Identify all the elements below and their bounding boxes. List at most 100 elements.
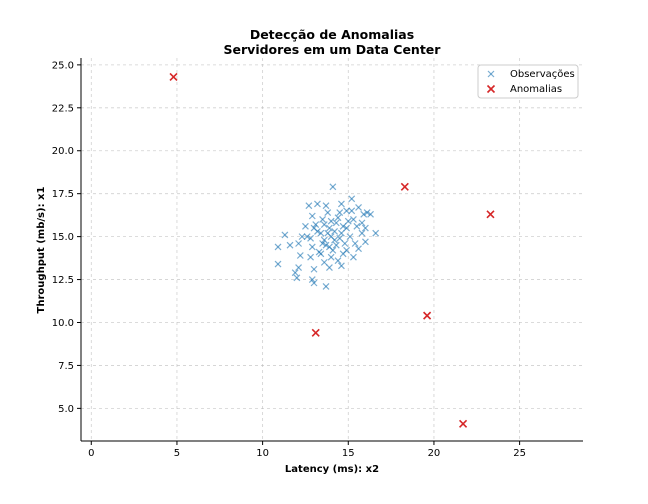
y-tick-label: 25.0 (52, 60, 74, 71)
observation-point (337, 200, 345, 208)
observation-point (310, 265, 318, 273)
observation-point (343, 224, 350, 232)
x-tick-label: 25 (513, 448, 526, 459)
y-tick-label: 17.5 (52, 189, 74, 200)
x-tick-label: 15 (342, 448, 355, 459)
observation-point (363, 209, 371, 216)
observation-point (355, 203, 362, 211)
observation-point (326, 264, 333, 271)
legend: Observações Anomalias (477, 64, 579, 99)
observation-point (307, 234, 315, 242)
y-tick-label: 15.0 (52, 232, 74, 243)
observation-point (307, 253, 315, 261)
axes (80, 58, 583, 442)
x-tick-label: 0 (88, 448, 94, 459)
observation-point (334, 257, 342, 265)
observation-point (337, 229, 345, 237)
observation-point (319, 216, 327, 223)
observation-point (320, 221, 328, 229)
anomaly-point (311, 328, 320, 337)
legend-box (477, 64, 579, 99)
chart-title: Detecção de Anomalias (250, 27, 414, 42)
observation-point (310, 279, 318, 287)
observation-point (339, 222, 347, 230)
observation-point (358, 219, 366, 227)
observation-point (326, 224, 333, 232)
observation-point (324, 209, 332, 216)
x-axis-label: Latency (ms): x2 (285, 464, 379, 475)
observation-point (361, 224, 369, 232)
observation-point (308, 212, 316, 220)
observation-point (349, 216, 357, 223)
observation-point (331, 228, 338, 235)
observation-point (360, 210, 368, 218)
y-tick-label: 12.5 (52, 275, 74, 286)
data-points (169, 72, 495, 428)
observation-point (353, 222, 361, 230)
observation-point (349, 253, 357, 261)
observation-point (305, 202, 313, 210)
observation-point (355, 245, 362, 253)
observation-point (341, 240, 349, 247)
observation-point (336, 234, 344, 242)
observation-point (324, 229, 332, 237)
observation-point (327, 253, 335, 261)
legend-marker-cross (487, 70, 495, 78)
anomaly-point (423, 311, 432, 320)
observation-point (308, 276, 316, 283)
legend-marker-observacoes (487, 70, 495, 78)
observation-point (332, 241, 340, 249)
legend-marker-anomalias (486, 84, 496, 94)
observation-point (322, 283, 330, 290)
observation-point (344, 217, 352, 225)
observation-point (336, 209, 344, 216)
anomaly-point (459, 419, 468, 428)
observation-point (317, 250, 325, 258)
observation-point (322, 241, 330, 249)
observation-point (274, 243, 282, 251)
legend-marker-cross (486, 84, 496, 94)
observation-point (298, 233, 306, 241)
observation-point (274, 260, 282, 268)
observation-point (337, 262, 345, 270)
observation-point (293, 274, 301, 282)
x-tick-label: 10 (256, 448, 269, 459)
observation-point (312, 221, 320, 229)
x-axis-ticks: 0 5 10 15 20 25 (88, 441, 526, 459)
observation-point (303, 233, 311, 241)
observation-point (295, 264, 303, 271)
observation-point (334, 214, 342, 222)
y-tick-label: 5.0 (58, 404, 74, 415)
y-axis-label: Throughput (mb/s): x1 (36, 187, 47, 314)
y-tick-label: 20.0 (52, 146, 74, 157)
anomaly-point (169, 72, 178, 81)
observation-point (332, 219, 340, 227)
observation-point (351, 240, 359, 247)
observation-point (286, 241, 294, 249)
observation-point (329, 183, 337, 191)
observation-point (322, 202, 330, 210)
observation-point (319, 240, 327, 247)
x-tick-label: 20 (428, 448, 441, 459)
y-tick-label: 10.0 (52, 318, 74, 329)
legend-label-observacoes: Observações (510, 69, 575, 80)
observation-point (358, 229, 366, 237)
y-axis-ticks: 5.0 7.5 10.0 12.5 15.0 17.5 20.0 22.5 25.0 (52, 60, 81, 415)
observation-point (308, 243, 316, 251)
y-tick-label: 22.5 (52, 103, 74, 114)
observation-point (372, 229, 380, 237)
observation-point (310, 224, 318, 232)
grid-lines (81, 58, 583, 441)
observation-point (331, 236, 338, 244)
observation-point (367, 210, 374, 218)
observation-point (281, 231, 289, 239)
anomaly-point (400, 182, 409, 191)
observation-point (296, 252, 304, 259)
observation-point (346, 233, 354, 241)
observation-point (348, 195, 356, 203)
chart-subtitle: Servidores em um Data Center (224, 42, 442, 57)
y-tick-label: 7.5 (58, 361, 74, 372)
legend-label-anomalias: Anomalias (510, 84, 562, 95)
observation-point (348, 207, 356, 215)
